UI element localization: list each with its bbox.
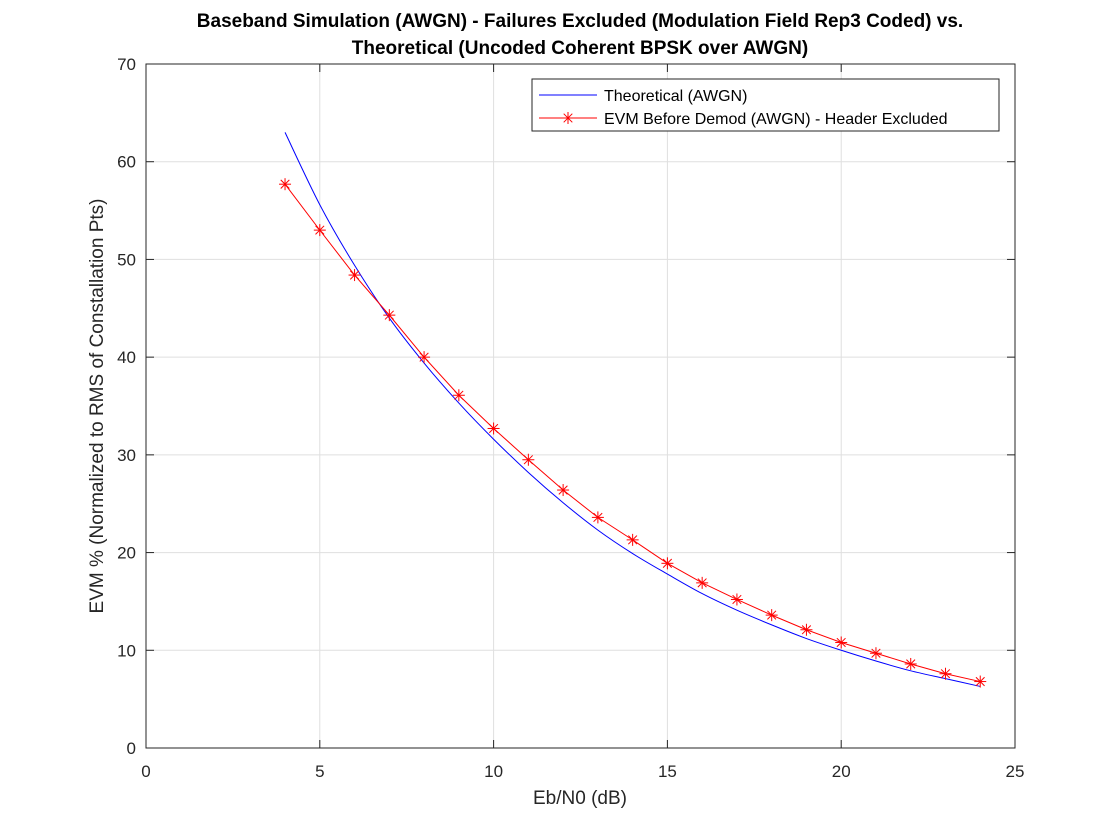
- legend-marker-evm: [562, 112, 574, 124]
- plot-series: [279, 132, 987, 688]
- legend-label-evm: EVM Before Demod (AWGN) - Header Exclude…: [604, 111, 948, 128]
- y-tick-label: 50: [117, 250, 136, 269]
- plot-area-border: [145, 63, 1016, 749]
- chart-title-line-1: Baseband Simulation (AWGN) - Failures Ex…: [197, 11, 963, 32]
- data-point-evm-before-demod: [557, 484, 570, 497]
- data-point-evm-before-demod: [418, 351, 431, 364]
- axis-ticks: 0 5 10 15 20 25 0 10 20 30 40 50 60 70: [117, 55, 1024, 781]
- data-point-evm-before-demod: [348, 269, 361, 282]
- data-point-evm-before-demod: [452, 389, 465, 402]
- grid-lines: [146, 64, 1015, 748]
- chart-title-line-2: Theoretical (Uncoded Coherent BPSK over …: [352, 38, 808, 59]
- y-axis-label: EVM % (Normalized to RMS of Constallatio…: [87, 199, 108, 614]
- data-point-evm-before-demod: [939, 667, 952, 680]
- data-point-evm-before-demod: [765, 609, 778, 622]
- data-point-evm-before-demod: [696, 576, 709, 589]
- data-point-evm-before-demod: [800, 623, 813, 636]
- y-tick-label: 70: [117, 55, 136, 74]
- data-point-evm-before-demod: [626, 533, 639, 546]
- x-tick-label: 5: [315, 762, 324, 781]
- data-point-evm-before-demod: [279, 178, 292, 191]
- y-tick-label: 0: [127, 739, 136, 758]
- data-point-evm-before-demod: [730, 593, 743, 606]
- x-axis-label: Eb/N0 (dB): [533, 788, 627, 809]
- x-tick-label: 10: [484, 762, 503, 781]
- data-point-evm-before-demod: [869, 647, 882, 660]
- x-tick-label: 0: [141, 762, 150, 781]
- data-point-evm-before-demod: [974, 675, 987, 688]
- data-point-evm-before-demod: [313, 224, 326, 237]
- legend-label-theoretical: Theoretical (AWGN): [604, 88, 747, 105]
- x-tick-label: 20: [832, 762, 851, 781]
- data-point-evm-before-demod: [835, 636, 848, 649]
- data-point-evm-before-demod: [383, 309, 396, 322]
- data-point-evm-before-demod: [904, 657, 917, 670]
- data-point-evm-before-demod: [661, 557, 674, 570]
- data-point-evm-before-demod: [522, 453, 535, 466]
- y-tick-label: 20: [117, 544, 136, 563]
- series-line-evm-before-demod: [284, 183, 981, 683]
- data-point-evm-before-demod: [487, 422, 500, 435]
- legend: Theoretical (AWGN) EVM Before Demod (AWG…: [531, 78, 1000, 132]
- data-point-evm-before-demod: [591, 511, 604, 524]
- legend-marker-asterisk: [562, 112, 574, 124]
- y-tick-label: 40: [117, 348, 136, 367]
- x-tick-label: 25: [1006, 762, 1025, 781]
- y-tick-label: 60: [117, 153, 136, 172]
- x-tick-label: 15: [658, 762, 677, 781]
- series-line-theoretical: [284, 132, 981, 687]
- legend-box: [531, 78, 1000, 132]
- y-tick-label: 30: [117, 446, 136, 465]
- y-tick-label: 10: [117, 641, 136, 660]
